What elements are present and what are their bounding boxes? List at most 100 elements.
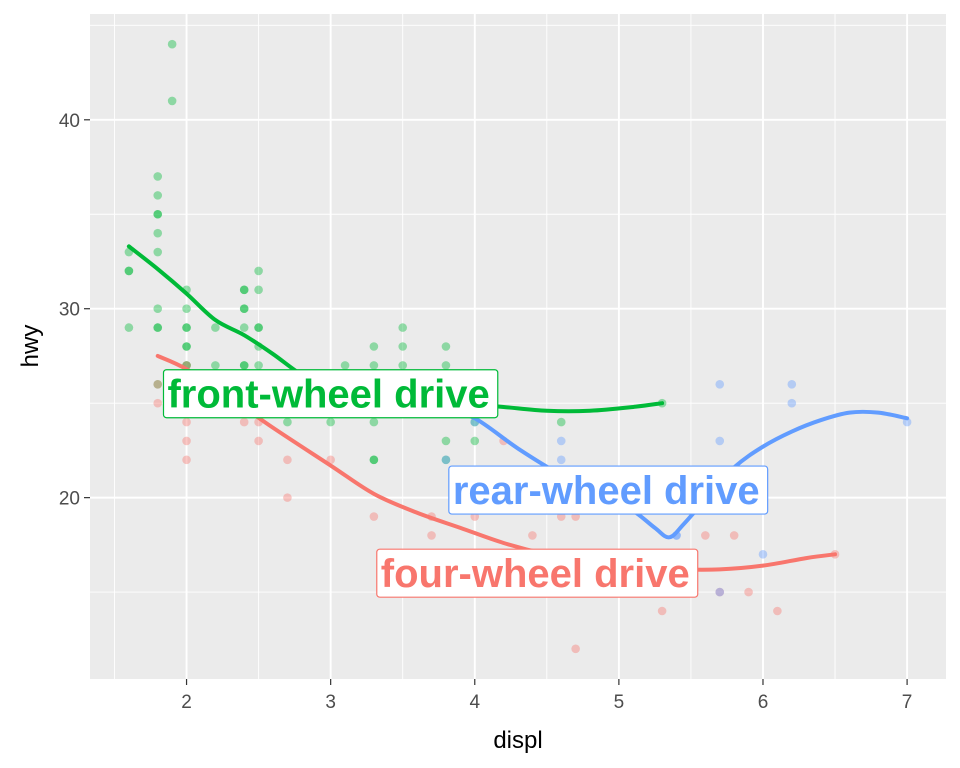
data-point <box>470 436 480 446</box>
data-point <box>729 531 739 540</box>
annotation-label: rear-wheel drive <box>448 465 769 515</box>
data-point <box>124 266 134 276</box>
data-point <box>715 379 725 389</box>
data-point <box>773 606 782 616</box>
x-axis-title: displ <box>493 727 542 754</box>
data-point <box>182 323 191 332</box>
data-point <box>283 417 292 427</box>
data-point <box>571 644 580 654</box>
data-point <box>254 436 263 446</box>
data-point <box>369 512 379 521</box>
x-tick-label: 3 <box>325 692 336 713</box>
data-point <box>153 247 163 257</box>
y-axis-title: hwy <box>17 325 44 368</box>
annotation-label: front-wheel drive <box>162 369 499 419</box>
annotation-box <box>162 369 499 419</box>
y-axis: 20 30 40 <box>59 111 90 510</box>
data-point <box>239 285 249 295</box>
data-point <box>556 436 566 446</box>
data-point <box>715 587 725 597</box>
data-point <box>398 361 408 370</box>
data-point <box>528 531 537 540</box>
data-point <box>441 436 451 446</box>
data-point <box>369 417 379 427</box>
data-point <box>398 342 408 351</box>
data-point <box>153 379 163 389</box>
data-point <box>239 285 249 295</box>
annotation-text: front-wheel drive <box>167 373 489 417</box>
data-point <box>182 323 191 332</box>
data-point <box>369 455 379 465</box>
data-point <box>441 455 451 465</box>
data-point <box>715 436 725 446</box>
data-point <box>167 39 177 49</box>
data-point <box>254 361 263 370</box>
data-point <box>239 361 249 370</box>
data-point <box>182 417 191 427</box>
x-tick-label: 7 <box>902 692 913 713</box>
annotation-text: rear-wheel drive <box>453 469 760 513</box>
annotations: front-wheel drive rear-wheel drive four-wh… <box>162 369 769 598</box>
data-point <box>369 342 379 351</box>
x-tick-label: 5 <box>614 692 625 713</box>
data-point <box>254 323 263 332</box>
data-point <box>787 398 797 408</box>
data-point <box>283 455 292 465</box>
data-point <box>153 398 163 408</box>
data-point <box>254 323 263 332</box>
data-point <box>239 417 249 427</box>
data-point <box>239 323 249 332</box>
annotation-box <box>448 465 769 515</box>
data-point <box>153 209 163 219</box>
data-point <box>182 342 191 351</box>
annotation-text: four-wheel drive <box>381 552 690 596</box>
annotation-label: four-wheel drive <box>376 548 699 598</box>
data-point <box>239 304 249 314</box>
data-point <box>153 172 163 181</box>
data-point <box>556 455 566 465</box>
x-tick-label: 6 <box>758 692 769 713</box>
data-point <box>182 342 191 351</box>
data-point <box>441 342 451 351</box>
data-point <box>657 606 667 616</box>
data-point <box>441 361 451 370</box>
data-point <box>254 266 263 276</box>
data-point <box>153 323 163 332</box>
annotation-box <box>376 548 699 598</box>
data-point <box>254 285 263 295</box>
x-tick-label: 4 <box>469 692 480 713</box>
data-point <box>369 455 379 465</box>
data-point <box>715 587 725 597</box>
data-point <box>182 455 191 465</box>
data-point <box>283 493 292 502</box>
data-point <box>182 436 191 446</box>
data-point <box>153 323 163 332</box>
data-point <box>556 417 566 427</box>
data-point <box>701 531 710 540</box>
data-point <box>902 417 912 427</box>
data-point <box>369 361 379 370</box>
data-point <box>153 379 163 389</box>
data-point <box>239 361 249 370</box>
data-point <box>758 550 768 559</box>
data-point <box>239 304 249 314</box>
data-point <box>124 266 134 276</box>
data-point <box>744 587 753 597</box>
y-tick-label: 40 <box>59 111 80 132</box>
data-point <box>153 304 163 314</box>
data-point <box>153 191 163 200</box>
smooth-line <box>155 353 838 572</box>
data-point <box>441 455 451 465</box>
data-point <box>153 228 163 238</box>
y-tick-label: 30 <box>59 300 80 321</box>
data-point <box>398 323 408 332</box>
data-point <box>211 361 220 370</box>
grid-major <box>90 14 946 679</box>
x-axis: 2 3 4 5 6 7 <box>181 679 912 713</box>
data-point <box>182 304 191 314</box>
data-point <box>787 379 797 389</box>
data-point <box>167 96 177 106</box>
data-point <box>340 361 350 370</box>
x-tick-label: 2 <box>181 692 192 713</box>
